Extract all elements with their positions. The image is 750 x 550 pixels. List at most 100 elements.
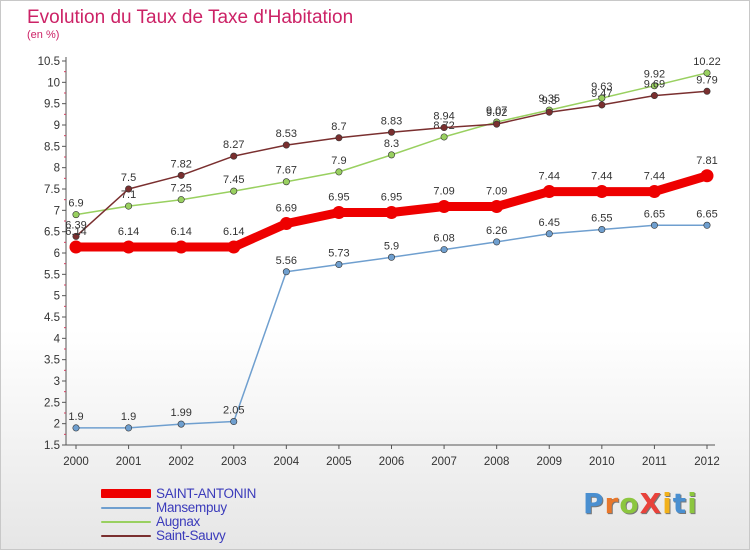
y-tick-label: 8.5 [44,141,60,153]
data-point-mansempuy [440,246,448,254]
chart-subtitle: (en %) [27,29,60,41]
data-label-saint-sauvy: 8.53 [276,128,297,140]
data-point-mansempuy [335,261,343,269]
data-point-saint-antonin [279,217,293,231]
data-label-mansempuy: 2.05 [223,405,244,417]
data-point-augnax [387,151,395,159]
data-point-augnax [125,202,133,210]
data-label-mansempuy: 1.9 [68,411,83,423]
x-tick-label: 2007 [431,456,457,468]
data-point-augnax [72,211,80,219]
data-label-augnax: 6.9 [68,198,83,210]
x-tick-label: 2011 [642,456,667,468]
data-label-augnax: 7.25 [170,183,191,195]
data-point-saint-antonin [490,199,504,213]
data-label-saint-antonin: 6.14 [170,226,191,238]
x-tick-label: 2006 [379,456,405,468]
y-tick-label: 9 [54,120,60,132]
x-tick-label: 2000 [63,456,89,468]
data-point-saint-antonin [122,240,136,254]
y-tick-label: 10 [47,77,60,89]
data-label-mansempuy: 6.65 [696,208,717,220]
data-point-mansempuy [493,238,501,246]
data-label-saint-sauvy: 9.47 [591,88,612,100]
data-label-augnax: 7.9 [331,155,346,167]
data-label-saint-antonin: 6.14 [118,226,139,238]
data-label-mansempuy: 1.9 [121,411,136,423]
data-point-saint-antonin [595,185,609,199]
y-tick-label: 6 [54,248,60,260]
data-point-saint-sauvy [440,124,448,132]
data-point-saint-antonin [332,205,346,219]
x-tick-label: 2005 [326,456,352,468]
y-tick-label: 5 [54,291,60,303]
data-point-saint-antonin [647,185,661,199]
data-point-mansempuy [72,424,80,432]
data-point-saint-sauvy [282,141,290,149]
proxiti-logo: ProXiti [583,487,698,520]
data-label-augnax: 10.22 [693,56,721,68]
data-label-mansempuy: 6.08 [433,233,454,245]
data-point-saint-antonin [437,199,451,213]
data-label-saint-sauvy: 7.82 [170,158,191,170]
data-point-mansempuy [230,418,238,426]
legend-swatch-saint-sauvy [101,535,151,537]
x-tick-label: 2001 [116,456,142,468]
legend-label-saint-sauvy: Saint-Sauvy [156,528,226,543]
data-point-augnax [650,82,658,90]
legend-label-saint-antonin: SAINT-ANTONIN [156,486,257,501]
data-label-saint-sauvy: 8.83 [381,115,402,127]
y-tick-label: 3.5 [44,355,60,367]
data-label-saint-antonin: 7.44 [644,171,665,183]
data-point-augnax [230,187,238,195]
chart-title: Evolution du Taux de Taxe d'Habitation [27,7,354,28]
data-label-mansempuy: 1.99 [170,407,191,419]
data-point-mansempuy [703,221,711,229]
y-tick-label: 8 [54,163,60,175]
y-tick-label: 3 [54,376,60,388]
data-point-mansempuy [650,221,658,229]
data-point-saint-sauvy [650,92,658,100]
data-point-saint-antonin [69,240,83,254]
data-point-saint-sauvy [387,128,395,136]
x-tick-label: 2009 [536,456,562,468]
data-label-saint-antonin: 6.14 [65,226,86,238]
data-point-saint-antonin [700,169,714,183]
y-tick-label: 6.5 [44,227,60,239]
data-point-saint-antonin [227,240,241,254]
data-label-saint-antonin: 7.81 [696,155,717,167]
data-label-augnax: 8.3 [384,138,399,150]
data-point-augnax [703,69,711,77]
data-point-augnax [177,196,185,204]
legend-label-mansempuy: Mansempuy [156,500,227,515]
data-label-augnax: 7.45 [223,174,244,186]
data-label-mansempuy: 6.26 [486,225,507,237]
data-point-saint-sauvy [703,87,711,95]
data-label-mansempuy: 5.9 [384,240,399,252]
data-point-mansempuy [598,226,606,234]
y-tick-label: 9.5 [44,99,60,111]
x-tick-label: 2004 [274,456,300,468]
data-point-saint-sauvy [493,120,501,128]
data-label-saint-sauvy: 8.27 [223,139,244,151]
data-label-saint-sauvy: 9.79 [696,74,717,86]
data-label-augnax: 9.07 [486,105,507,117]
data-point-saint-antonin [385,205,398,219]
data-label-mansempuy: 5.73 [328,248,349,260]
data-label-saint-antonin: 6.95 [328,191,349,203]
data-label-augnax: 7.67 [276,165,297,177]
x-tick-label: 2012 [694,456,720,468]
data-point-mansempuy [387,253,395,261]
data-label-saint-sauvy: 9.02 [486,107,507,119]
data-label-saint-antonin: 7.09 [433,185,454,197]
data-label-saint-antonin: 7.09 [486,185,507,197]
data-point-saint-sauvy [335,134,343,142]
data-point-saint-sauvy [125,185,133,193]
data-point-augnax [282,178,290,186]
data-point-mansempuy [282,268,290,276]
y-tick-label: 2.5 [44,397,60,409]
data-label-saint-antonin: 6.95 [381,191,402,203]
data-point-augnax [335,168,343,176]
y-tick-label: 1.5 [44,440,60,452]
